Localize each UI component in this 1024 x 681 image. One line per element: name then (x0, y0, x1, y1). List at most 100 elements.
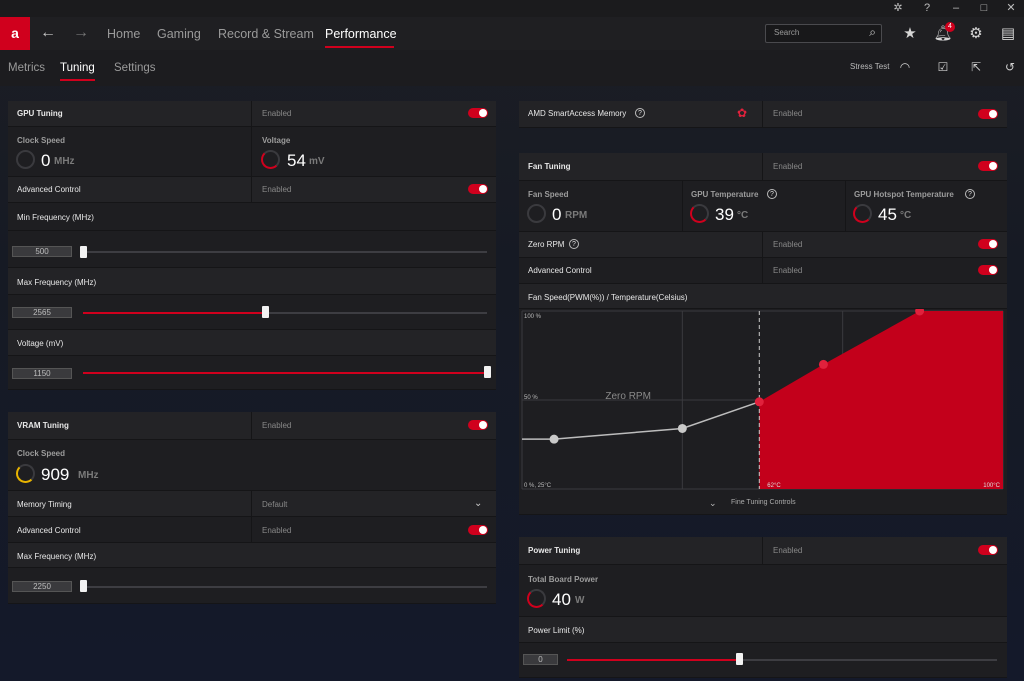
vram-advanced-control-row: Advanced Control Enabled (8, 517, 496, 543)
close-icon[interactable]: ✕ (1006, 2, 1016, 14)
gpu-advanced-control-toggle[interactable] (468, 184, 488, 194)
zero-rpm-toggle[interactable] (978, 239, 998, 249)
vram-tuning-status: Enabled (262, 421, 292, 430)
vram-clock-label: Clock Speed (17, 449, 66, 458)
sub-nav (0, 50, 1024, 86)
zero-rpm-help-icon[interactable]: ? (569, 239, 579, 249)
x-tick-62: 62°C (767, 483, 781, 489)
reset-icon[interactable]: ↺ (1004, 60, 1016, 74)
x-tick-100: 100°C (983, 483, 1000, 489)
hotspot-temperature-gauge-icon (853, 204, 872, 223)
bug-report-icon[interactable]: ✲ (893, 2, 903, 14)
voltage-input[interactable]: 1150 (12, 368, 72, 379)
hotspot-temperature-label: GPU Hotspot Temperature (854, 190, 954, 199)
total-board-power-label: Total Board Power (528, 575, 599, 584)
hotspot-temperature-help-icon[interactable]: ? (965, 189, 975, 199)
fine-tuning-controls-button[interactable]: Fine Tuning Controls (731, 499, 796, 506)
power-limit-label: Power Limit (%) (528, 626, 585, 635)
subtab-settings[interactable]: Settings (114, 62, 156, 74)
search-input[interactable]: Search ⌕ (765, 24, 882, 43)
fan-curve-point[interactable] (754, 397, 764, 407)
memory-timing-select[interactable]: Default (262, 500, 288, 509)
subtab-metrics[interactable]: Metrics (8, 62, 46, 74)
voltage-thumb[interactable] (484, 366, 491, 378)
max-frequency-track[interactable] (83, 312, 487, 314)
min-frequency-thumb[interactable] (80, 246, 87, 258)
stress-test-gauge-icon[interactable]: ◠ (899, 60, 911, 74)
max-frequency-label: Max Frequency (MHz) (17, 278, 97, 287)
forward-arrow-icon[interactable]: → (73, 24, 89, 41)
vram-tuning-header: VRAM Tuning Enabled (8, 412, 496, 440)
power-limit-thumb[interactable] (736, 653, 743, 665)
min-frequency-track[interactable] (83, 251, 487, 253)
zero-rpm-status: Enabled (773, 240, 803, 249)
export-icon[interactable]: ⇱ (970, 60, 982, 74)
tab-performance[interactable]: Performance (325, 27, 397, 41)
fan-curve-point[interactable] (549, 434, 559, 444)
stress-test-label[interactable]: Stress Test (850, 62, 890, 71)
sam-help-icon[interactable]: ? (635, 108, 645, 118)
vram-advanced-control-toggle[interactable] (468, 525, 488, 535)
fan-advanced-control-status: Enabled (773, 266, 803, 275)
vram-max-frequency-input[interactable]: 2250 (12, 581, 72, 592)
vram-max-frequency-thumb[interactable] (80, 580, 87, 592)
fan-speed-label: Fan Speed (528, 190, 569, 199)
sam-label: AMD SmartAccess Memory (528, 109, 627, 118)
tab-gaming[interactable]: Gaming (157, 27, 201, 41)
gpu-clock-label: Clock Speed (17, 136, 66, 145)
fan-curve-area (759, 311, 1003, 489)
sam-toggle[interactable] (978, 109, 998, 119)
maximize-icon[interactable]: □ (980, 2, 988, 14)
zero-rpm-region-label: Zero RPM (605, 391, 651, 402)
memory-timing-row: Memory Timing Default ⌄ (8, 491, 496, 517)
fan-tuning-title: Fan Tuning (528, 162, 571, 171)
settings-gear-icon[interactable]: ⚙ (969, 25, 983, 42)
max-frequency-input[interactable]: 2565 (12, 307, 72, 318)
gpu-temperature-help-icon[interactable]: ? (767, 189, 777, 199)
fan-curve-chart[interactable]: 100 % 50 % 0 %, 25°C 62°C 100°C Zero RPM (519, 309, 1007, 515)
chevron-down-icon[interactable]: ⌄ (474, 498, 483, 509)
fan-advanced-control-label: Advanced Control (528, 266, 592, 275)
amd-logo[interactable]: a (0, 17, 30, 50)
fan-curve-point[interactable] (677, 423, 687, 433)
vram-max-frequency-row: Max Frequency (MHz) (8, 543, 496, 568)
apply-changes-icon[interactable]: ☑ (937, 60, 949, 74)
total-board-power-row: Total Board Power 40 W (519, 565, 1007, 617)
power-tuning-header: Power Tuning Enabled (519, 537, 1007, 565)
power-limit-track[interactable] (567, 659, 997, 661)
fan-tuning-toggle[interactable] (978, 161, 998, 171)
min-frequency-input[interactable]: 500 (12, 246, 72, 257)
overlay-layout-icon[interactable]: ▤ (1000, 25, 1016, 42)
search-icon[interactable]: ⌕ (869, 25, 876, 39)
max-frequency-slider-row: 2565 (8, 295, 496, 330)
fan-advanced-control-toggle[interactable] (978, 265, 998, 275)
power-limit-slider-row: 0 (519, 643, 1007, 678)
favorites-star-icon[interactable]: ★ (903, 25, 917, 42)
total-board-power-gauge-icon (527, 589, 546, 608)
vram-tuning-toggle[interactable] (468, 420, 488, 430)
tab-home[interactable]: Home (107, 27, 141, 41)
help-icon[interactable]: ? (923, 2, 931, 14)
power-tuning-toggle[interactable] (978, 545, 998, 555)
subtab-tuning[interactable]: Tuning (60, 62, 95, 74)
gpu-tuning-toggle[interactable] (468, 108, 488, 118)
fan-tuning-header: Fan Tuning Enabled (519, 153, 1007, 181)
back-arrow-icon[interactable]: ← (40, 24, 56, 41)
fan-tuning-status: Enabled (773, 162, 803, 171)
gpu-voltage-label: Voltage (262, 136, 291, 145)
gpu-advanced-control-row: Advanced Control Enabled (8, 177, 496, 203)
tab-record-stream[interactable]: Record & Stream (218, 27, 314, 41)
fan-curve-point[interactable] (818, 359, 828, 369)
power-limit-input[interactable]: 0 (523, 654, 558, 665)
fan-curve-point[interactable] (915, 309, 925, 316)
minimize-icon[interactable]: – (952, 2, 960, 14)
total-board-power-value: 40 (552, 590, 571, 609)
gpu-tuning-title: GPU Tuning (17, 109, 63, 118)
vram-max-frequency-track[interactable] (83, 586, 487, 588)
max-frequency-thumb[interactable] (262, 306, 269, 318)
power-tuning-status: Enabled (773, 546, 803, 555)
total-board-power-unit: W (575, 595, 585, 606)
fan-advanced-control-row: Advanced Control Enabled (519, 258, 1007, 284)
fine-tuning-chevron-icon[interactable]: ⌄ (709, 498, 717, 508)
